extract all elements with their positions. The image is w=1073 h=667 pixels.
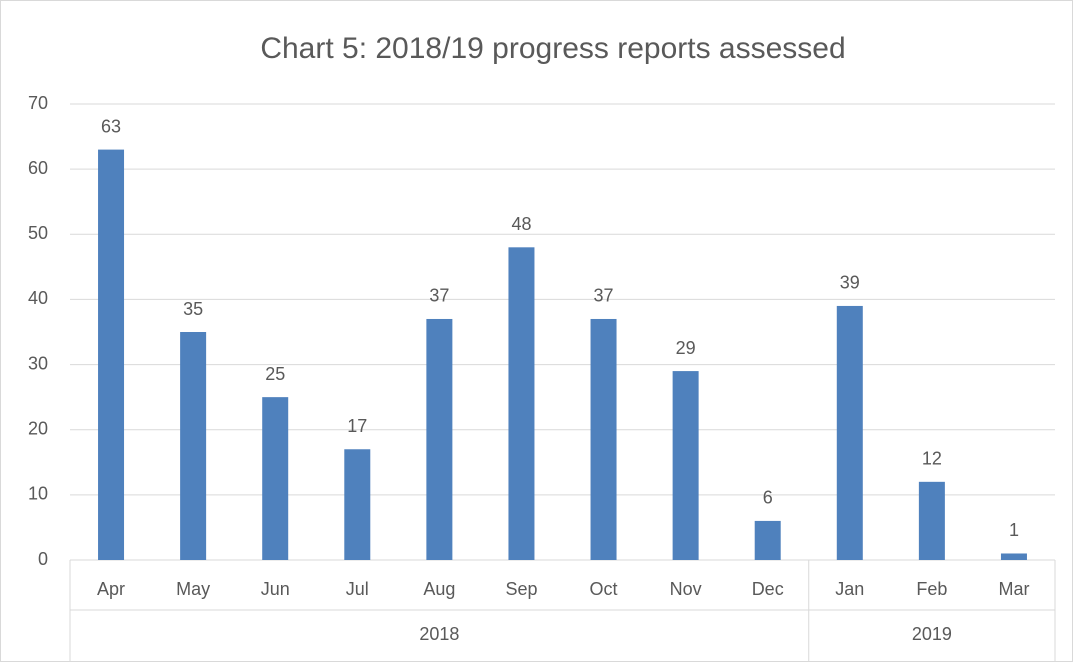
group-label: 2018 xyxy=(419,624,459,644)
bar xyxy=(426,318,453,560)
y-tick-label: 60 xyxy=(28,158,48,178)
y-tick-label: 20 xyxy=(28,418,48,438)
data-label: 6 xyxy=(763,488,773,508)
data-label: 37 xyxy=(594,286,614,306)
x-tick-label: Aug xyxy=(423,579,455,599)
x-tick-label: May xyxy=(176,579,210,599)
x-tick-label: Jul xyxy=(346,579,369,599)
x-tick-label: Dec xyxy=(752,579,784,599)
data-label: 48 xyxy=(511,214,531,234)
y-tick-label: 70 xyxy=(28,93,48,113)
bar xyxy=(98,149,125,560)
data-label: 29 xyxy=(676,338,696,358)
y-tick-label: 0 xyxy=(38,549,48,569)
bar xyxy=(918,481,945,560)
bar xyxy=(508,247,535,561)
data-label: 63 xyxy=(101,116,121,136)
x-tick-label: Jan xyxy=(835,579,864,599)
data-label: 39 xyxy=(840,273,860,293)
y-tick-label: 40 xyxy=(28,288,48,308)
bar xyxy=(754,520,781,560)
x-tick-label: Apr xyxy=(97,579,125,599)
chart-title: Chart 5: 2018/19 progress reports assess… xyxy=(260,32,845,65)
x-tick-label: Jun xyxy=(261,579,290,599)
bar xyxy=(590,318,617,560)
bar xyxy=(344,449,371,560)
y-tick-label: 30 xyxy=(28,353,48,373)
bar xyxy=(1000,553,1027,560)
data-label: 37 xyxy=(429,286,449,306)
x-tick-label: Feb xyxy=(916,579,947,599)
group-label: 2019 xyxy=(912,624,952,644)
data-label: 1 xyxy=(1009,520,1019,540)
bar xyxy=(180,332,207,560)
data-label: 35 xyxy=(183,299,203,319)
x-tick-label: Nov xyxy=(670,579,702,599)
x-tick-label: Sep xyxy=(505,579,537,599)
data-label: 12 xyxy=(922,449,942,469)
bar xyxy=(836,305,863,560)
y-tick-label: 50 xyxy=(28,223,48,243)
y-tick-label: 10 xyxy=(28,484,48,504)
x-tick-label: Mar xyxy=(998,579,1029,599)
bar xyxy=(262,397,289,560)
bar xyxy=(672,371,699,560)
data-label: 25 xyxy=(265,364,285,384)
x-tick-label: Oct xyxy=(590,579,618,599)
data-label: 17 xyxy=(347,416,367,436)
